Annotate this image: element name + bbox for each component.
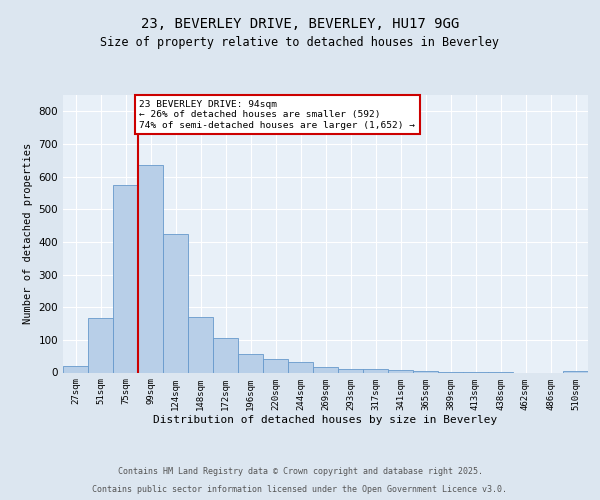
Bar <box>313 367 338 372</box>
Bar <box>213 338 238 372</box>
Bar <box>188 317 213 372</box>
Text: Contains HM Land Registry data © Crown copyright and database right 2025.: Contains HM Land Registry data © Crown c… <box>118 467 482 476</box>
Bar <box>413 371 438 372</box>
Bar <box>263 359 288 372</box>
Bar <box>563 370 588 372</box>
Bar <box>288 362 313 372</box>
Text: 23 BEVERLEY DRIVE: 94sqm
← 26% of detached houses are smaller (592)
74% of semi-: 23 BEVERLEY DRIVE: 94sqm ← 26% of detach… <box>139 100 415 130</box>
Bar <box>88 318 113 372</box>
Bar <box>388 370 413 372</box>
Text: Contains public sector information licensed under the Open Government Licence v3: Contains public sector information licen… <box>92 485 508 494</box>
Bar <box>338 369 363 372</box>
Bar <box>163 234 188 372</box>
X-axis label: Distribution of detached houses by size in Beverley: Distribution of detached houses by size … <box>154 415 497 425</box>
Bar <box>363 369 388 372</box>
Text: 23, BEVERLEY DRIVE, BEVERLEY, HU17 9GG: 23, BEVERLEY DRIVE, BEVERLEY, HU17 9GG <box>141 18 459 32</box>
Bar <box>138 165 163 372</box>
Bar <box>238 354 263 372</box>
Y-axis label: Number of detached properties: Number of detached properties <box>23 143 33 324</box>
Bar <box>63 366 88 372</box>
Text: Size of property relative to detached houses in Beverley: Size of property relative to detached ho… <box>101 36 499 49</box>
Bar <box>113 185 138 372</box>
